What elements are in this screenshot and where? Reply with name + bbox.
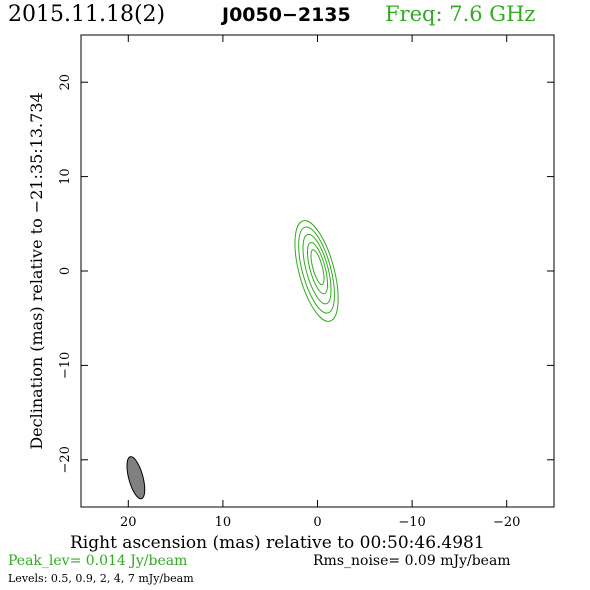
contour-level-line (302, 233, 332, 305)
source-name: J0050−2135 (222, 4, 351, 26)
beam-ellipse-group (126, 456, 146, 500)
contour-levels: Levels: 0.5, 0.9, 2, 4, 7 mJy/beam (8, 572, 194, 585)
x-tick-label: 0 (313, 515, 321, 530)
y-tick-label: 10 (58, 168, 73, 185)
beam-ellipse (126, 456, 146, 500)
x-tick-label: −20 (493, 515, 520, 530)
axis-ticks (81, 35, 554, 507)
plot-frame (80, 34, 555, 508)
frequency-label: Freq: 7.6 GHz (385, 2, 536, 26)
contour-lines (294, 220, 339, 322)
contour-level-line (310, 249, 325, 286)
y-tick-label: −20 (58, 446, 73, 473)
y-tick-label: −10 (58, 352, 73, 379)
contour-level-line (298, 226, 335, 314)
contour-level-line (306, 242, 329, 295)
epoch-date: 2015.11.18(2) (8, 2, 166, 27)
y-axis-label: Declination (mas) relative to −21:35:13.… (27, 92, 46, 449)
x-tick-label: −10 (398, 515, 425, 530)
contour-level-line (294, 220, 339, 322)
axis-tick-labels: 20 10 0 −10 −20 20 10 0 −10 −20 (58, 74, 520, 530)
x-tick-label: 10 (215, 515, 232, 530)
y-tick-label: 20 (58, 74, 73, 91)
peak-level: Peak_lev= 0.014 Jy/beam (8, 553, 188, 569)
rms-noise: Rms_noise= 0.09 mJy/beam (313, 553, 511, 569)
x-tick-label: 20 (120, 515, 137, 530)
x-axis-label: Right ascension (mas) relative to 00:50:… (70, 533, 485, 553)
y-tick-label: 0 (58, 267, 73, 275)
